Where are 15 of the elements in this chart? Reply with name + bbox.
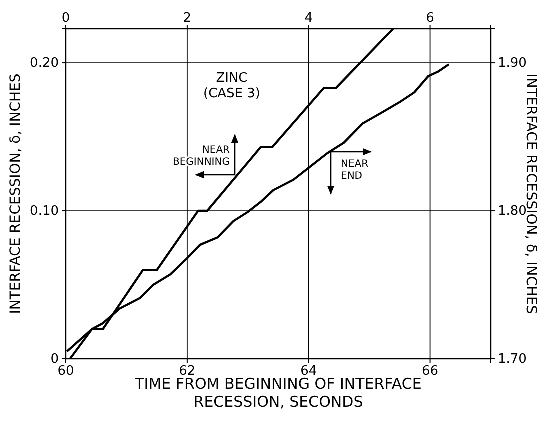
y-tick-label: 0	[50, 352, 59, 368]
x2-tick-label: 4	[304, 11, 313, 26]
x2-tick-label: 2	[183, 11, 192, 26]
x2-tick-label: 6	[426, 11, 434, 26]
y-tick-label: 0.10	[30, 204, 59, 220]
text: ZINC (CASE 3)	[204, 71, 260, 102]
y-tick-label: 0.20	[30, 56, 59, 72]
legend-label: NEAR END	[341, 159, 369, 182]
x-tick-label: 60	[58, 364, 74, 380]
y2-tick-label: 1.80	[498, 204, 527, 220]
x-tick-label: 66	[422, 364, 439, 380]
y2-tick-label: 1.90	[498, 56, 527, 72]
x2-tick-label: 0	[62, 11, 70, 26]
y2-tick-label: 1.70	[498, 352, 527, 368]
y-axis-title: INTERFACE RECESSION, δ, INCHES	[8, 74, 24, 314]
